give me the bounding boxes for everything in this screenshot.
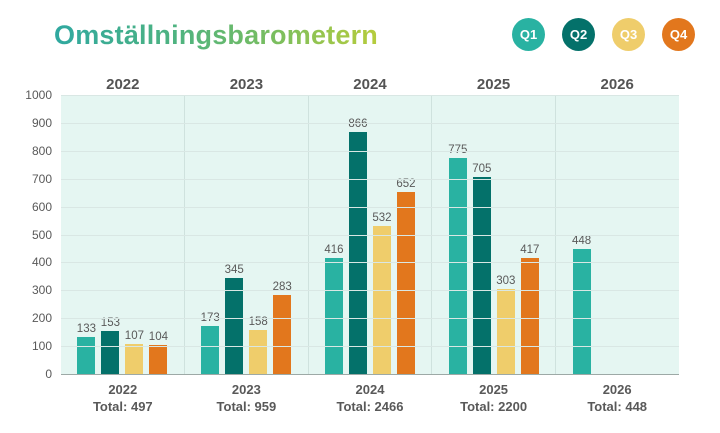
gridline	[61, 346, 679, 348]
year-total-label: Total: 2466	[336, 399, 404, 414]
bar-q4-2025[interactable]: 417	[520, 244, 539, 374]
gridline	[61, 318, 679, 320]
bar-q3-2022[interactable]: 107	[125, 330, 144, 374]
gridline	[61, 262, 679, 264]
legend-label-q1: Q1	[519, 27, 538, 42]
y-axis: 1000 900 800 700 600 500 400 300 200 100 0	[0, 88, 52, 381]
x-axis-year-label: 2026	[602, 382, 632, 397]
year-total-label: Total: 2200	[460, 399, 528, 414]
bar-value-label: 417	[520, 243, 540, 256]
y-tick-label: 200	[31, 311, 52, 326]
x-footer-2025: 2025 Total: 2200	[432, 381, 556, 415]
legend-chip-q2[interactable]: Q2	[562, 18, 595, 51]
panel-2022: 133 153 107 104	[61, 95, 184, 374]
bar-q1-2025[interactable]: 775	[448, 144, 467, 374]
bar-value-label: 448	[571, 235, 592, 248]
bar-q3-2025[interactable]: 303	[496, 275, 515, 374]
y-tick-label: 300	[31, 283, 52, 298]
bar-value-label: 652	[396, 178, 416, 191]
gridline	[61, 234, 679, 236]
x-axis-year-label: 2023	[231, 382, 261, 397]
gridline	[61, 122, 679, 124]
year-header-2023: 2023	[229, 76, 264, 93]
y-tick-label: 700	[31, 171, 52, 186]
bar-q4-2022[interactable]: 104	[149, 331, 168, 374]
year-total-label: Total: 959	[216, 399, 277, 414]
bar-q2-2024[interactable]: 866	[348, 118, 368, 374]
bar-value-label: 866	[348, 118, 368, 131]
year-total-label: Total: 497	[92, 399, 153, 414]
x-footer-2026: 2026 Total: 448	[555, 381, 679, 415]
y-tick-label: 800	[31, 143, 52, 158]
bar-value-label: 303	[496, 275, 516, 288]
x-axis-year-label: 2022	[108, 382, 138, 397]
year-header-2024: 2024	[353, 76, 387, 93]
legend-label-q2: Q2	[569, 27, 588, 42]
year-headers: 2022 2023 2024 2025 2026	[61, 76, 679, 93]
x-axis-year-label: 2025	[479, 382, 509, 397]
bar-q2-2022[interactable]: 153	[101, 317, 120, 374]
bar-q4-2023[interactable]: 283	[273, 281, 292, 374]
bar-value-label: 283	[272, 281, 292, 294]
gridline	[61, 206, 679, 208]
year-header-2025: 2025	[476, 76, 511, 93]
y-tick-label: 900	[31, 115, 52, 130]
x-footer-2024: 2024 Total: 2466	[308, 381, 432, 415]
gridline	[61, 374, 679, 375]
y-tick-label: 600	[31, 199, 52, 214]
bar-value-label: 133	[76, 322, 96, 335]
bar-value-label: 345	[224, 263, 244, 276]
x-footers: 2022 Total: 497 2023 Total: 959 2024 Total: 2…	[61, 381, 679, 415]
legend-chip-q3[interactable]: Q3	[612, 18, 645, 51]
page-title: Omställningsbarometern	[54, 20, 378, 50]
legend-chip-q1[interactable]: Q1	[512, 18, 545, 51]
x-footer-2022: 2022 Total: 497	[61, 381, 185, 415]
plot-area: 133 153 107 104 173 345 158 283 416 866 532 652 775 7…	[61, 95, 679, 375]
bar-q2-2025[interactable]: 705	[472, 163, 491, 374]
legend-label-q3: Q3	[619, 27, 638, 42]
bar-value-label: 775	[448, 143, 468, 156]
year-header-2026: 2026	[600, 76, 634, 93]
bar-value-label: 173	[200, 311, 220, 324]
y-tick-label: 500	[31, 227, 52, 242]
gridline	[61, 178, 679, 180]
bar-q3-2024[interactable]: 532	[372, 212, 392, 374]
bar-value-label: 104	[148, 330, 168, 343]
bar-q1-2024[interactable]: 416	[324, 244, 344, 374]
bar-q3-2023[interactable]: 158	[249, 316, 268, 374]
x-footer-2023: 2023 Total: 959	[185, 381, 309, 415]
legend-chip-q4[interactable]: Q4	[662, 18, 695, 51]
bar-q1-2022[interactable]: 133	[77, 323, 96, 374]
bar-value-label: 153	[100, 317, 120, 330]
gridline	[61, 150, 679, 152]
y-tick-label: 1000	[25, 88, 52, 102]
x-axis-year-label: 2024	[355, 382, 385, 397]
bar-value-label: 107	[124, 330, 144, 343]
y-tick-label: 0	[45, 367, 52, 381]
gridline	[61, 290, 679, 292]
bar-value-label: 705	[472, 163, 492, 176]
bar-value-label: 532	[372, 211, 392, 224]
bar-q2-2023[interactable]: 345	[225, 264, 244, 374]
bar-q4-2024[interactable]: 652	[396, 178, 416, 374]
bar-value-label: 416	[324, 243, 344, 256]
y-tick-label: 100	[31, 339, 52, 354]
year-total-label: Total: 448	[587, 399, 648, 414]
legend: Q1 Q2 Q3 Q4	[512, 18, 695, 51]
year-header-2022: 2022	[106, 76, 140, 93]
y-tick-label: 400	[31, 255, 52, 270]
legend-label-q4: Q4	[669, 27, 688, 42]
gridline	[61, 95, 679, 96]
bar-q1-2026[interactable]: 448	[572, 235, 591, 374]
bar-q1-2023[interactable]: 173	[201, 312, 220, 374]
